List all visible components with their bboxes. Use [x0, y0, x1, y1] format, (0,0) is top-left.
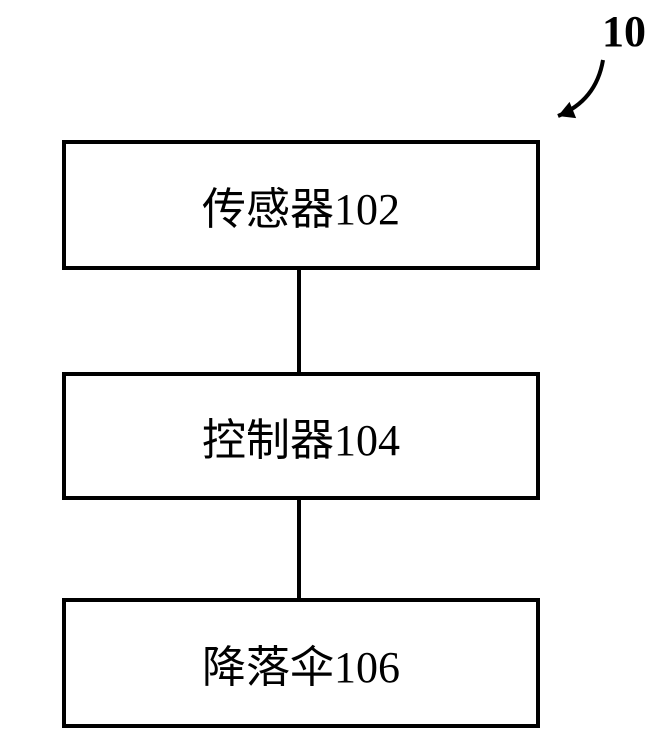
node-controller: 控制器104 — [62, 372, 540, 500]
node-parachute: 降落伞106 — [62, 598, 540, 728]
pointer-arrow — [528, 30, 633, 146]
node-controller-label: 控制器104 — [202, 404, 400, 468]
node-sensor: 传感器102 — [62, 140, 540, 270]
diagram-canvas: 10 传感器102 控制器104 降落伞106 — [0, 0, 658, 748]
node-parachute-label: 降落伞106 — [202, 631, 400, 695]
connector-controller-parachute — [297, 500, 301, 598]
node-sensor-label: 传感器102 — [202, 173, 400, 237]
connector-sensor-controller — [297, 270, 301, 372]
